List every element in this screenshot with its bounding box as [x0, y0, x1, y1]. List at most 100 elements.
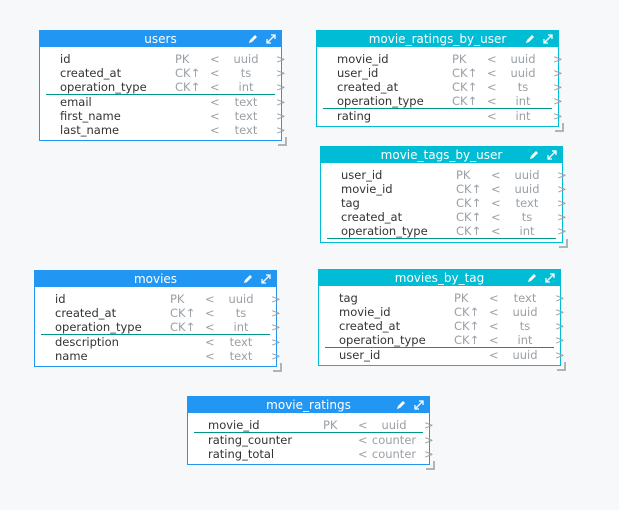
field-type: text [515, 196, 539, 210]
expand-icon[interactable] [544, 272, 556, 284]
field-row[interactable]: rating_total < counter > [188, 447, 434, 461]
table-header[interactable]: movie_tags_by_user [321, 147, 562, 163]
field-row[interactable]: tag CK↑ < text > [321, 196, 567, 210]
table-header[interactable]: movie_ratings [188, 397, 429, 413]
resize-handle[interactable] [559, 239, 568, 248]
table-movies[interactable]: movies id PK < uuid > created_at CK↑ < ts > operati… [34, 270, 282, 372]
field-row[interactable]: movie_id CK↑ < uuid > [319, 305, 565, 319]
field-key: PK [323, 418, 338, 432]
type-open-bracket: < [491, 224, 501, 238]
field-type: int [233, 320, 249, 334]
field-key: CK↑ [454, 319, 480, 333]
field-name: rating_total [208, 447, 275, 461]
type-open-bracket: < [210, 66, 220, 80]
field-row[interactable]: movie_id CK↑ < uuid > [321, 182, 567, 196]
pencil-icon[interactable] [247, 33, 259, 45]
resize-handle[interactable] [426, 461, 435, 470]
field-row[interactable]: created_at CK↑ < ts > [40, 66, 286, 80]
table-movie_tags_by_user[interactable]: movie_tags_by_user user_id PK < uuid > movie_i… [320, 146, 568, 248]
field-type: text [234, 123, 258, 137]
field-name: movie_id [337, 52, 389, 66]
pencil-icon[interactable] [528, 149, 540, 161]
type-close-bracket: > [553, 109, 563, 123]
field-row[interactable]: description < text > [35, 335, 281, 349]
type-open-bracket: < [358, 433, 368, 447]
field-row[interactable]: operation_type CK↑ < int > [319, 333, 565, 347]
field-type: ts [235, 306, 247, 320]
field-row[interactable]: first_name < text > [40, 109, 286, 123]
field-row[interactable]: created_at CK↑ < ts > [319, 319, 565, 333]
field-row[interactable]: rating < int > [317, 109, 563, 123]
field-name: user_id [339, 348, 381, 362]
field-row[interactable]: created_at CK↑ < ts > [321, 210, 567, 224]
field-type: uuid [514, 182, 540, 196]
type-close-bracket: > [553, 80, 563, 94]
expand-icon[interactable] [542, 33, 554, 45]
type-open-bracket: < [489, 333, 499, 347]
field-row[interactable]: tag PK < text > [319, 291, 565, 305]
type-close-bracket: > [276, 123, 286, 137]
resize-handle[interactable] [278, 137, 287, 146]
resize-handle[interactable] [273, 363, 282, 372]
type-open-bracket: < [489, 348, 499, 362]
type-close-bracket: > [276, 80, 286, 94]
field-row[interactable]: id PK < uuid > [35, 292, 281, 306]
field-row[interactable]: operation_type CK↑ < int > [321, 224, 567, 238]
field-row[interactable]: operation_type CK↑ < int > [35, 320, 281, 334]
type-open-bracket: < [210, 95, 220, 109]
field-row[interactable]: last_name < text > [40, 123, 286, 137]
table-header[interactable]: movies_by_tag [319, 270, 560, 286]
field-row[interactable]: operation_type CK↑ < int > [40, 80, 286, 94]
type-close-bracket: > [553, 52, 563, 66]
type-open-bracket: < [489, 291, 499, 305]
type-open-bracket: < [487, 52, 497, 66]
field-type: text [234, 95, 258, 109]
resize-handle[interactable] [555, 123, 564, 132]
table-movie_ratings_by_user[interactable]: movie_ratings_by_user movie_id PK < uuid > use… [316, 30, 564, 132]
field-type: int [515, 109, 531, 123]
field-name: id [60, 52, 71, 66]
field-row[interactable]: name < text > [35, 349, 281, 363]
table-users[interactable]: users id PK < uuid > created_at CK↑ < ts > operatio… [39, 30, 287, 146]
table-movies_by_tag[interactable]: movies_by_tag tag PK < text > movie_id CK↑ < uuid… [318, 269, 566, 371]
type-open-bracket: < [487, 66, 497, 80]
pencil-icon[interactable] [242, 273, 254, 285]
field-key: PK [175, 52, 190, 66]
expand-icon[interactable] [413, 399, 425, 411]
field-row[interactable]: email < text > [40, 95, 286, 109]
field-row[interactable]: id PK < uuid > [40, 52, 286, 66]
expand-icon[interactable] [260, 273, 272, 285]
field-name: created_at [339, 319, 401, 333]
table-header[interactable]: movies [35, 271, 276, 287]
expand-icon[interactable] [265, 33, 277, 45]
field-name: operation_type [339, 333, 426, 347]
pencil-icon[interactable] [526, 272, 538, 284]
table-movie_ratings[interactable]: movie_ratings movie_id PK < uuid > rating_coun… [187, 396, 435, 470]
field-row[interactable]: rating_counter < counter > [188, 433, 434, 447]
table-header[interactable]: users [40, 31, 281, 47]
field-row[interactable]: movie_id PK < uuid > [188, 418, 434, 432]
field-row[interactable]: user_id CK↑ < uuid > [317, 66, 563, 80]
type-open-bracket: < [489, 305, 499, 319]
field-row[interactable]: movie_id PK < uuid > [317, 52, 563, 66]
field-name: first_name [60, 109, 121, 123]
type-close-bracket: > [271, 320, 281, 334]
type-open-bracket: < [489, 319, 499, 333]
key-divider [327, 238, 556, 239]
field-name: created_at [55, 306, 117, 320]
field-name: last_name [60, 123, 120, 137]
field-row[interactable]: operation_type CK↑ < int > [317, 94, 563, 108]
field-row[interactable]: user_id < uuid > [319, 348, 565, 362]
pencil-icon[interactable] [395, 399, 407, 411]
field-type: uuid [510, 66, 536, 80]
table-header[interactable]: movie_ratings_by_user [317, 31, 558, 47]
field-type: uuid [514, 168, 540, 182]
field-row[interactable]: created_at CK↑ < ts > [317, 80, 563, 94]
expand-icon[interactable] [546, 149, 558, 161]
type-open-bracket: < [210, 80, 220, 94]
field-row[interactable]: created_at CK↑ < ts > [35, 306, 281, 320]
pencil-icon[interactable] [524, 33, 536, 45]
resize-handle[interactable] [557, 362, 566, 371]
field-row[interactable]: user_id PK < uuid > [321, 168, 567, 182]
type-close-bracket: > [557, 182, 567, 196]
